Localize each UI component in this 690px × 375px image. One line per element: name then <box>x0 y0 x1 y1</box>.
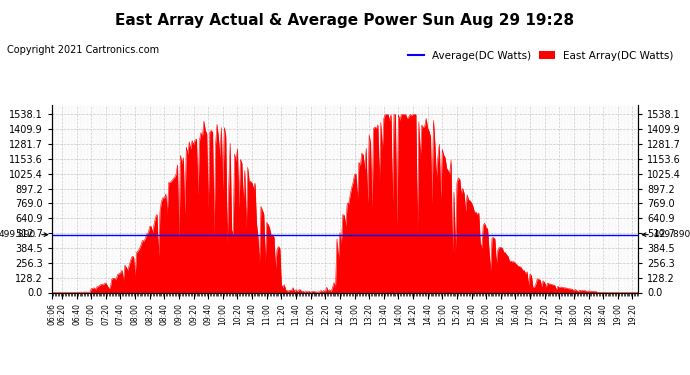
Text: 499.890: 499.890 <box>0 230 48 239</box>
Legend: Average(DC Watts), East Array(DC Watts): Average(DC Watts), East Array(DC Watts) <box>404 46 678 65</box>
Text: 499.890: 499.890 <box>642 230 690 239</box>
Text: Copyright 2021 Cartronics.com: Copyright 2021 Cartronics.com <box>7 45 159 55</box>
Text: East Array Actual & Average Power Sun Aug 29 19:28: East Array Actual & Average Power Sun Au… <box>115 13 575 28</box>
